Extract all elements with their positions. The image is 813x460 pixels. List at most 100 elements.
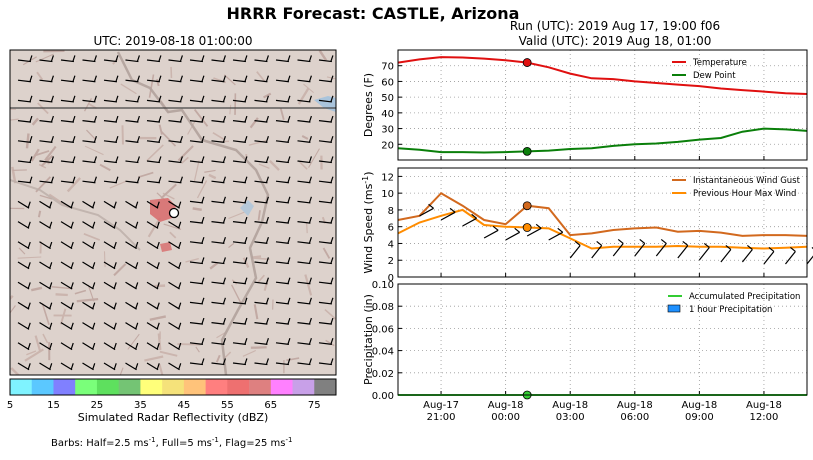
wind-barb [254,99,268,103]
terrain-ridge [160,183,177,199]
wind-barb-flag [287,176,291,183]
wind-barb-flag [617,238,624,244]
wind-barb [168,120,182,123]
wind-barb-flag [308,95,312,103]
wind-barb [168,261,180,270]
panel-frame [397,283,808,396]
series-line [397,56,808,95]
wind-barb [125,79,139,83]
wind-barb [146,200,159,209]
wind-barb-flag [287,196,291,204]
wind-barb [60,362,73,371]
wind-barb [526,227,542,237]
terrain-ridge [74,289,87,295]
wind-barb [146,342,159,351]
wind-barb-flag [50,176,54,183]
terrain-ridge [10,305,16,314]
wind-barbs [17,55,334,371]
wind-barb [612,243,624,257]
wind-barb-flag [113,241,117,249]
terrain-ridge [87,284,95,302]
wind-barb [297,301,311,305]
wind-barb [82,281,94,290]
wind-barb [39,79,53,83]
terrain-ridge [66,177,82,193]
wind-barb-flag [113,363,117,370]
wind-barb [60,221,73,229]
wind-barb [318,241,332,244]
terrain-ridge [30,286,43,292]
wind-barb [318,362,332,366]
wind-barb-flag [428,203,434,209]
wind-barb [591,245,603,259]
terrain-ridge [208,173,217,180]
wind-barb-flag [265,277,269,284]
terrain-ridge [51,286,73,290]
wind-barb [60,322,73,330]
wind-barb [146,322,159,330]
wind-barb-flag [93,156,97,163]
wind-barb [39,342,51,351]
terrain-ridge [229,104,232,115]
wind-barb-flag [535,223,542,229]
wind-barb [275,362,289,366]
valid-time-marker [522,146,532,156]
wind-barb [60,59,74,63]
wind-barb-flag [70,201,74,208]
wind-barb-flag [330,338,334,345]
wind-barb [39,281,51,290]
terrain-ridge [286,357,300,362]
terrain-ridge [17,256,42,259]
wind-barb-flag [136,95,140,103]
terrain-ridge [258,163,270,169]
wind-barb-flag [72,136,76,143]
wind-barb-flag [265,196,269,204]
wind-barb-flag [158,55,162,62]
colorbar-swatch [75,379,98,395]
wind-barb-flag [93,95,97,103]
wind-barb [297,322,311,325]
river [10,179,141,251]
wind-barb [17,79,31,83]
wind-barb [275,322,289,325]
wind-barb-flag [179,136,183,143]
y-tick-label: 50 [381,93,394,104]
wind-barb [254,241,268,244]
wind-barb-flag [50,55,54,62]
wind-barb-flag [244,75,248,82]
wind-barb [103,120,117,123]
colorbar-swatch [270,379,293,395]
wind-barb [82,342,94,351]
wind-barb [318,281,332,285]
wind-barb-flag [136,156,140,163]
colorbar-swatch [10,379,33,395]
wind-barb-flag [113,201,117,208]
wind-barb-flag [287,75,291,82]
wind-barb [297,261,311,265]
wind-barb [125,221,137,229]
wind-barb-flag [201,297,205,305]
wind-barb-flag [222,216,226,224]
wind-barb-flag [29,75,33,82]
wind-barb [232,120,246,123]
terrain-ridge [177,145,194,162]
wind-barb-flag [113,282,117,289]
colorbar-tick-label: 35 [134,400,147,411]
wind-panel: 0 2 4 6 8 10 12 Wind Speed (ms-1) Instantaneous … [361,167,813,284]
run-title: Run (UTC): 2019 Aug 17, 19:00 f06 [510,19,720,33]
wind-barb [232,79,246,83]
colorbar-swatch [292,379,315,395]
wind-barb-flag [135,363,139,370]
wind-barb-flag [222,95,226,103]
terrain-ridge [148,74,155,98]
colorbar-tick-label: 5 [7,400,13,411]
wind-barb-flag [330,237,334,244]
wind-barb [17,301,30,310]
wind-barb [254,120,268,123]
wind-barb [39,241,51,250]
terrain-ridge [249,117,259,129]
wind-barb [17,261,30,270]
colorbar [9,378,337,396]
wind-barb-flag [178,322,182,330]
wind-barb-flag [113,302,117,309]
